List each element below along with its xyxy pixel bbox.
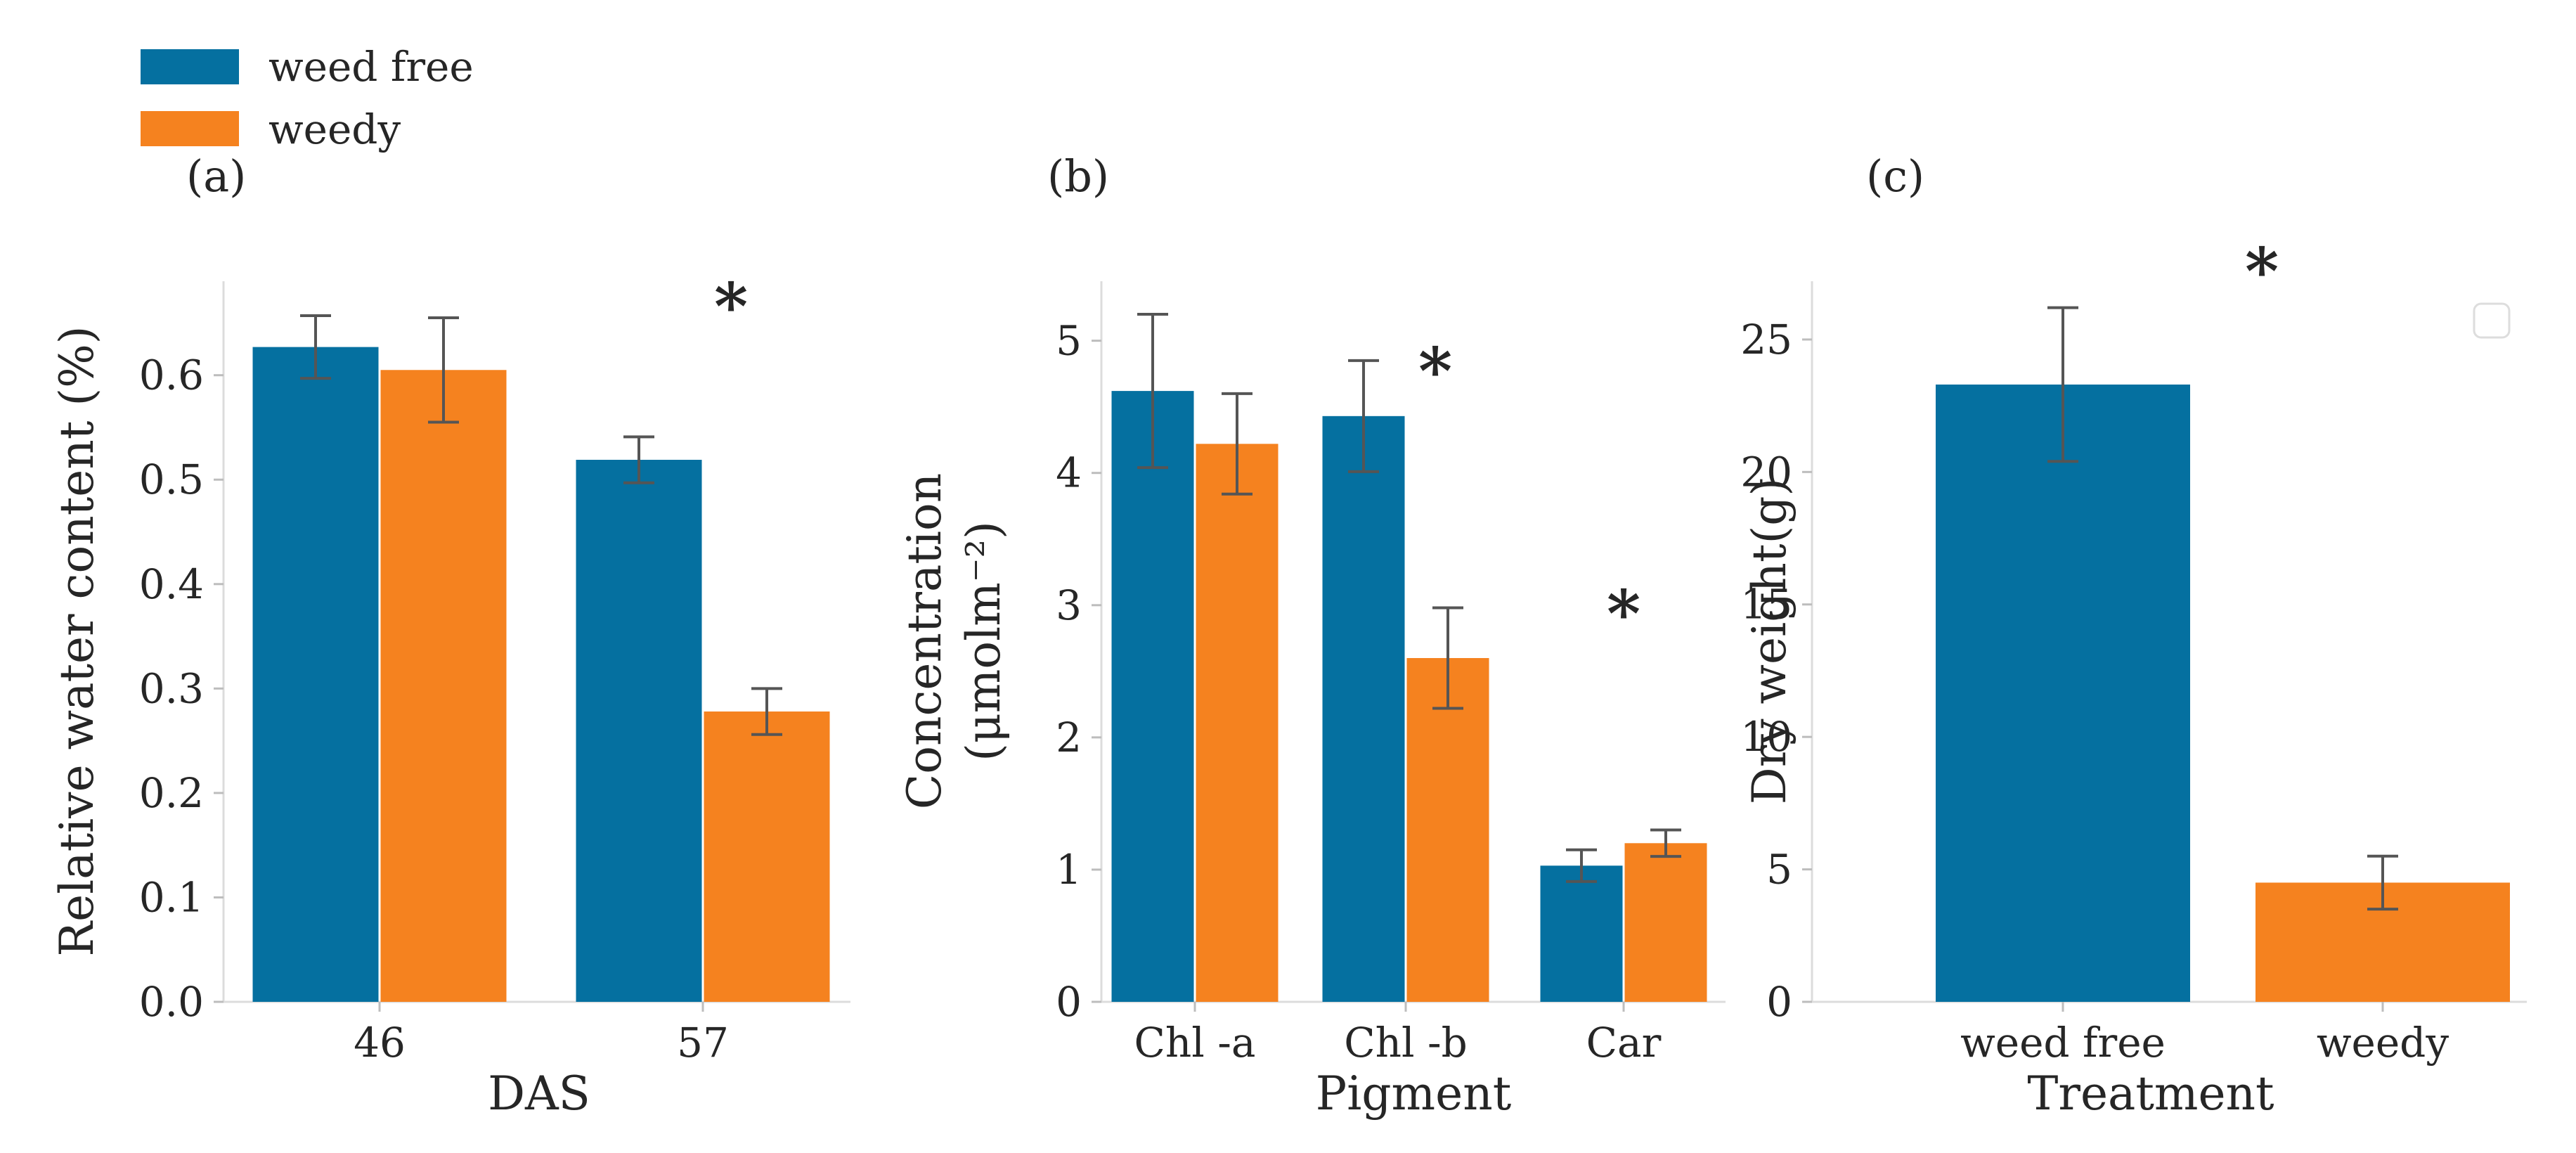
legend: weed free weedy (141, 43, 474, 153)
panel-a-significance-star: * (714, 269, 748, 344)
panel-a-bar-46-weed-free (252, 347, 379, 1003)
panel-c-empty-legend-box (2473, 302, 2511, 339)
panel-a-bar-57-weed-free-error-bar (623, 435, 654, 484)
panel-b: 0 1 2 3 4 5 Chl -a Chl -b Car Pigment Concentra… (898, 281, 1726, 1121)
legend-swatch-weedy (141, 111, 239, 146)
panel-b-bar-chl-b-weedy-error-bar (1432, 606, 1463, 710)
panel-b-bar-car-weed-free (1540, 865, 1623, 1002)
panel-c-bar-weedy-error-bar (2367, 854, 2398, 911)
panel-c-y-axis-label: Dry weight(g) (1742, 478, 1797, 804)
panel-a-bar-57-weed-free (576, 460, 702, 1002)
panel-c-bar-weed-free-error-bar (2047, 306, 2078, 463)
panel-a-x-tick-label-46: 46 (354, 1019, 406, 1067)
panel-a-y-tick-label: 0.6 (139, 352, 204, 399)
panel-b-y-axis-unit: (μmolm⁻²) (957, 521, 1011, 761)
panel-b-y-tick-label: 1 (1056, 846, 1082, 894)
panel-a-bar-57-weedy-error-bar (751, 687, 782, 736)
panel-c-y-tick-label: 0 (1766, 978, 1792, 1026)
panel-a-bar-46-weedy-error-bar (428, 316, 459, 424)
panel-a-y-tick-label: 0.0 (139, 978, 204, 1026)
panel-c-bar-weed-free (1936, 384, 2190, 1002)
panel-c: 0 5 10 15 20 25 weed free weedy Treatment Dry … (1740, 233, 2527, 1121)
panel-b-x-tick-label-chl-a: Chl -a (1134, 1019, 1256, 1067)
panel-b-bar-car-weedy-error-bar (1650, 828, 1681, 858)
panel-b-bar-car-weed-free-error-bar (1566, 848, 1597, 883)
panel-b-bar-chl-b-weed-free (1322, 416, 1405, 1002)
panel-b-y-tick-label: 2 (1056, 714, 1082, 761)
panel-c-y-tick-label: 15 (1740, 581, 1792, 629)
legend-label-weedy: weedy (268, 105, 401, 153)
panel-c-x-axis-label: Treatment (2027, 1067, 2274, 1121)
panel-a-y-tick-label: 0.1 (139, 873, 204, 921)
panel-b-x-axis-label: Pigment (1316, 1067, 1511, 1121)
panel-b-y-tick-label: 5 (1056, 317, 1082, 365)
panel-a: 0.0 0.1 0.2 0.3 0.4 0.5 0.6 46 57 DAS Relative … (50, 269, 850, 1121)
panel-c-y-tick-label: 25 (1740, 316, 1792, 363)
panel-c-y-tick-label: 20 (1740, 448, 1792, 496)
panel-b-x-tick-label-car: Car (1586, 1019, 1662, 1067)
panel-b-x-tick-label-chl-b: Chl -b (1344, 1019, 1467, 1067)
panel-b-significance-star-chl-b: * (1418, 333, 1452, 409)
panel-c-significance-star: * (2245, 233, 2279, 309)
panel-b-bar-chl-a-weedy (1196, 444, 1279, 1002)
panel-b-bar-car-weedy (1624, 843, 1707, 1002)
panel-b-significance-star-car: * (1607, 576, 1640, 652)
panel-letter-a: (a) (186, 150, 246, 202)
panel-b-bar-chl-a-weedy-error-bar (1222, 392, 1253, 496)
legend-label-weed-free: weed free (268, 43, 474, 91)
legend-swatch-weed-free (141, 49, 239, 84)
panel-letter-b: (b) (1047, 150, 1109, 202)
panel-c-y-tick-label: 5 (1766, 846, 1792, 894)
panel-a-y-tick-label: 0.2 (139, 769, 204, 817)
panel-b-y-axis-label: Concentration (898, 473, 952, 810)
panel-b-bar-chl-a-weed-free-error-bar (1137, 313, 1168, 470)
panel-letter-c: (c) (1866, 150, 1924, 202)
panel-a-x-axis-label: DAS (488, 1067, 590, 1121)
panel-b-y-tick-label: 4 (1056, 449, 1082, 497)
panel-a-bar-46-weed-free-error-bar (300, 314, 331, 380)
panel-b-y-tick-label: 0 (1056, 978, 1082, 1026)
panel-a-y-tick-label: 0.3 (139, 664, 204, 712)
panel-a-y-axis-label: Relative water content (%) (50, 326, 104, 956)
panel-a-bar-57-weedy (704, 711, 830, 1002)
panel-c-y-tick-label: 10 (1740, 713, 1792, 761)
panel-b-bar-chl-a-weed-free (1111, 391, 1194, 1002)
panel-b-y-tick-label: 3 (1056, 581, 1082, 629)
panel-a-y-tick-label: 0.4 (139, 560, 204, 608)
panel-a-bar-46-weedy (380, 370, 507, 1002)
panel-c-x-tick-label-weedy: weedy (2317, 1019, 2449, 1067)
panel-c-x-tick-label-weed-free: weed free (1960, 1019, 2166, 1067)
panel-a-x-tick-label-57: 57 (677, 1019, 729, 1067)
panel-b-bar-chl-b-weed-free-error-bar (1348, 359, 1379, 473)
panel-a-y-tick-label: 0.5 (139, 456, 204, 503)
panel-b-bar-chl-b-weedy (1406, 658, 1489, 1002)
